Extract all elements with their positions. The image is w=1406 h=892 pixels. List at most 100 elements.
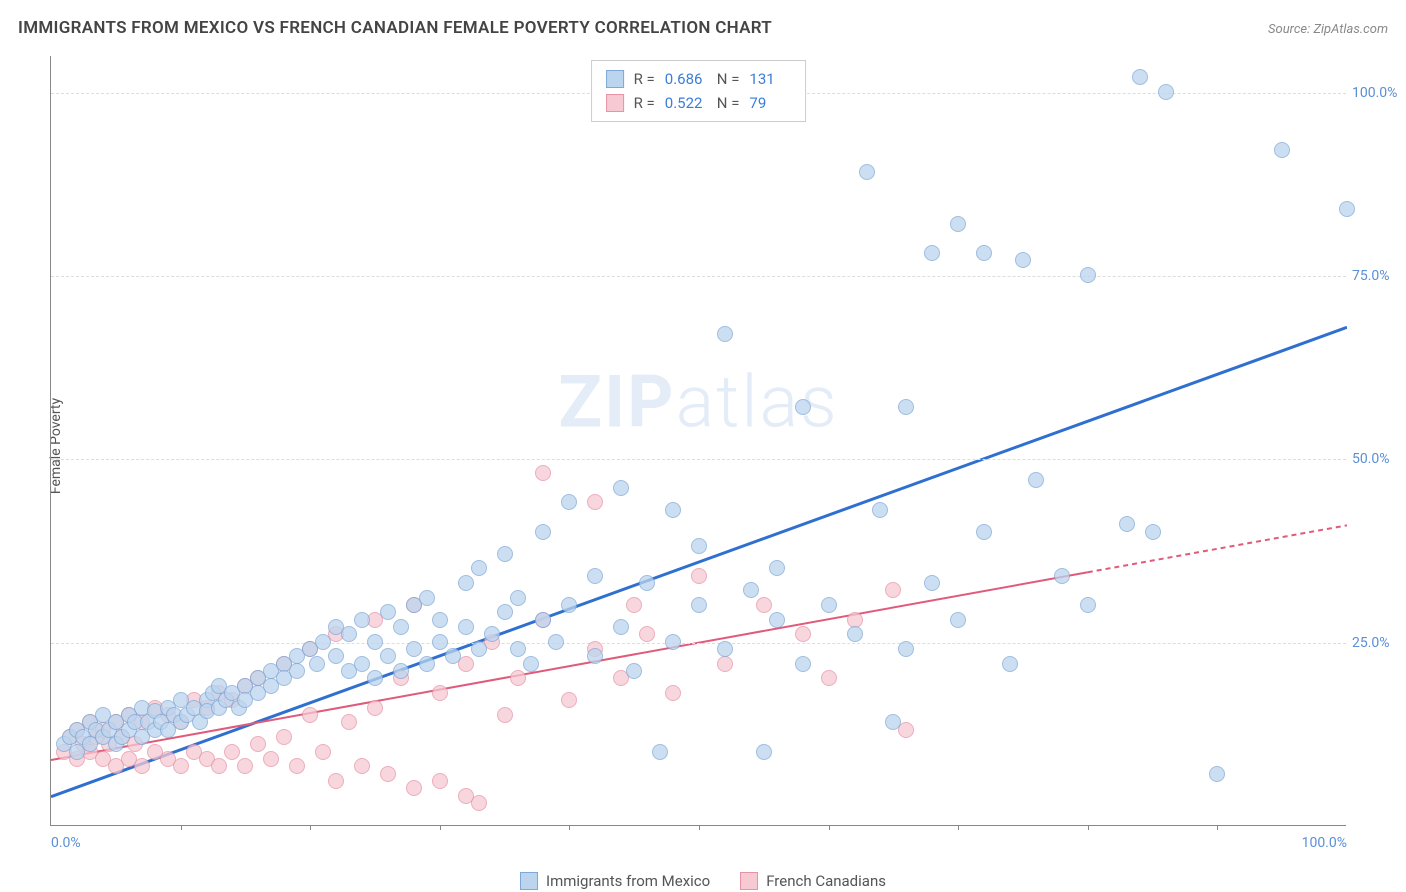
x-tick-mark — [1217, 825, 1218, 830]
series-a-point — [309, 656, 325, 672]
series-a-point — [1158, 84, 1174, 100]
series-a-point — [1028, 472, 1044, 488]
series-a-point — [1002, 656, 1018, 672]
series-a-point — [406, 641, 422, 657]
series-b-point — [691, 568, 707, 584]
series-b-point — [406, 780, 422, 796]
series-a-name: Immigrants from Mexico — [546, 872, 710, 890]
legend-stats: R = 0.686 N = 131 R = 0.522 N = 79 — [591, 60, 807, 122]
n-label-a: N = — [717, 67, 740, 91]
series-a-point — [613, 480, 629, 496]
series-a-point — [665, 502, 681, 518]
series-a-point — [510, 641, 526, 657]
series-b-point — [263, 751, 279, 767]
series-a-point — [795, 399, 811, 415]
series-a-point — [471, 641, 487, 657]
series-b-point — [665, 685, 681, 701]
series-a-point — [1339, 201, 1355, 217]
series-b-point — [224, 744, 240, 760]
series-a-point — [924, 575, 940, 591]
series-b-point — [276, 729, 292, 745]
series-a-point — [1080, 597, 1096, 613]
gridline — [51, 276, 1346, 277]
series-a-point — [691, 597, 707, 613]
swatch-series-a — [520, 872, 538, 890]
series-b-point — [328, 773, 344, 789]
series-a-point — [535, 524, 551, 540]
series-b-point — [432, 685, 448, 701]
series-a-point — [561, 597, 577, 613]
x-tick-label: 100.0% — [1302, 835, 1347, 851]
series-b-point — [561, 692, 577, 708]
series-b-point — [471, 795, 487, 811]
r-value-b: 0.522 — [665, 91, 707, 115]
n-label-b: N = — [717, 91, 740, 115]
series-b-point — [626, 597, 642, 613]
series-a-point — [652, 744, 668, 760]
source-attribution: Source: ZipAtlas.com — [1268, 18, 1388, 37]
series-a-point — [859, 164, 875, 180]
series-a-point — [432, 612, 448, 628]
x-tick-mark — [1088, 825, 1089, 830]
series-a-point — [587, 568, 603, 584]
legend-item-a: Immigrants from Mexico — [520, 872, 710, 890]
x-tick-mark — [829, 825, 830, 830]
series-a-point — [924, 245, 940, 261]
series-b-point — [341, 714, 357, 730]
series-b-point — [756, 597, 772, 613]
n-value-a: 131 — [749, 67, 791, 91]
series-a-point — [795, 656, 811, 672]
series-a-point — [432, 634, 448, 650]
x-tick-mark — [181, 825, 182, 830]
series-b-point — [510, 670, 526, 686]
series-b-point — [211, 758, 227, 774]
series-a-point — [484, 626, 500, 642]
series-a-point — [367, 634, 383, 650]
series-a-point — [380, 648, 396, 664]
legend-item-b: French Canadians — [740, 872, 886, 890]
swatch-series-b — [606, 94, 624, 112]
series-b-point — [173, 758, 189, 774]
series-a-point — [976, 245, 992, 261]
x-tick-mark — [310, 825, 311, 830]
y-tick-label: 100.0% — [1352, 85, 1402, 101]
series-b-point — [289, 758, 305, 774]
series-a-point — [1132, 69, 1148, 85]
swatch-series-b — [740, 872, 758, 890]
x-tick-mark — [440, 825, 441, 830]
series-a-point — [471, 560, 487, 576]
series-a-point — [626, 663, 642, 679]
series-b-point — [847, 612, 863, 628]
series-b-point — [885, 582, 901, 598]
series-a-point — [354, 656, 370, 672]
series-b-point — [795, 626, 811, 642]
series-a-point — [613, 619, 629, 635]
series-a-point — [535, 612, 551, 628]
series-a-point — [665, 634, 681, 650]
series-b-name: French Canadians — [766, 872, 886, 890]
series-a-point — [458, 619, 474, 635]
chart-title: IMMIGRANTS FROM MEXICO VS FRENCH CANADIA… — [18, 18, 772, 38]
series-a-point — [393, 619, 409, 635]
series-a-point — [393, 663, 409, 679]
series-a-point — [289, 663, 305, 679]
series-a-point — [1080, 267, 1096, 283]
series-b-point — [587, 494, 603, 510]
series-a-point — [898, 641, 914, 657]
series-a-point — [743, 582, 759, 598]
source-prefix: Source: — [1268, 22, 1313, 37]
series-a-point — [898, 399, 914, 415]
series-a-point — [717, 641, 733, 657]
series-b-point — [237, 758, 253, 774]
legend-stats-row-b: R = 0.522 N = 79 — [606, 91, 792, 115]
series-a-point — [367, 670, 383, 686]
series-a-point — [1145, 524, 1161, 540]
series-b-point — [432, 773, 448, 789]
series-a-point — [380, 604, 396, 620]
series-a-point — [1119, 516, 1135, 532]
series-a-point — [510, 590, 526, 606]
series-a-point — [756, 744, 772, 760]
series-b-point — [497, 707, 513, 723]
series-a-point — [1054, 568, 1070, 584]
y-tick-label: 50.0% — [1352, 451, 1402, 467]
